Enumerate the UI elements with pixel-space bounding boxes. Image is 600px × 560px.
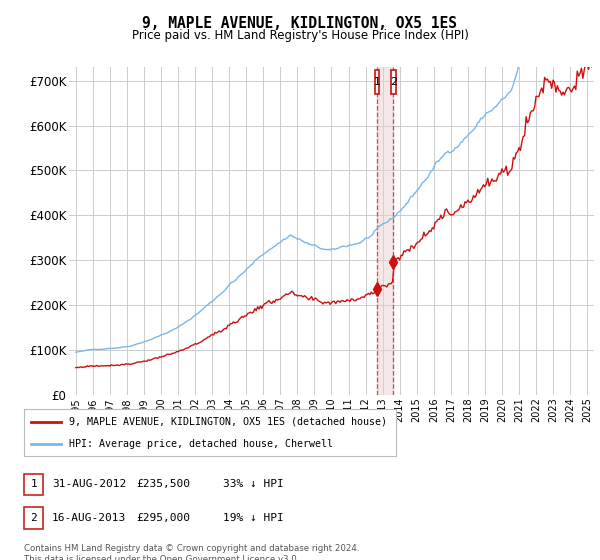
Text: HPI: Average price, detached house, Cherwell: HPI: Average price, detached house, Cher… (68, 438, 332, 449)
Text: 16-AUG-2013: 16-AUG-2013 (52, 513, 127, 523)
Text: £235,500: £235,500 (136, 479, 190, 489)
Text: 2: 2 (30, 513, 37, 523)
Bar (377, 67, 393, 395)
Text: 19% ↓ HPI: 19% ↓ HPI (223, 513, 284, 523)
FancyBboxPatch shape (391, 69, 395, 94)
Text: £295,000: £295,000 (136, 513, 190, 523)
Text: 2: 2 (390, 77, 397, 87)
Text: 33% ↓ HPI: 33% ↓ HPI (223, 479, 284, 489)
Text: Contains HM Land Registry data © Crown copyright and database right 2024.
This d: Contains HM Land Registry data © Crown c… (24, 544, 359, 560)
FancyBboxPatch shape (374, 69, 379, 94)
Text: 31-AUG-2012: 31-AUG-2012 (52, 479, 127, 489)
Text: 1: 1 (30, 479, 37, 489)
Text: 9, MAPLE AVENUE, KIDLINGTON, OX5 1ES: 9, MAPLE AVENUE, KIDLINGTON, OX5 1ES (143, 16, 458, 31)
Text: 9, MAPLE AVENUE, KIDLINGTON, OX5 1ES (detached house): 9, MAPLE AVENUE, KIDLINGTON, OX5 1ES (de… (68, 417, 386, 427)
Text: 1: 1 (373, 77, 380, 87)
Text: Price paid vs. HM Land Registry's House Price Index (HPI): Price paid vs. HM Land Registry's House … (131, 29, 469, 42)
